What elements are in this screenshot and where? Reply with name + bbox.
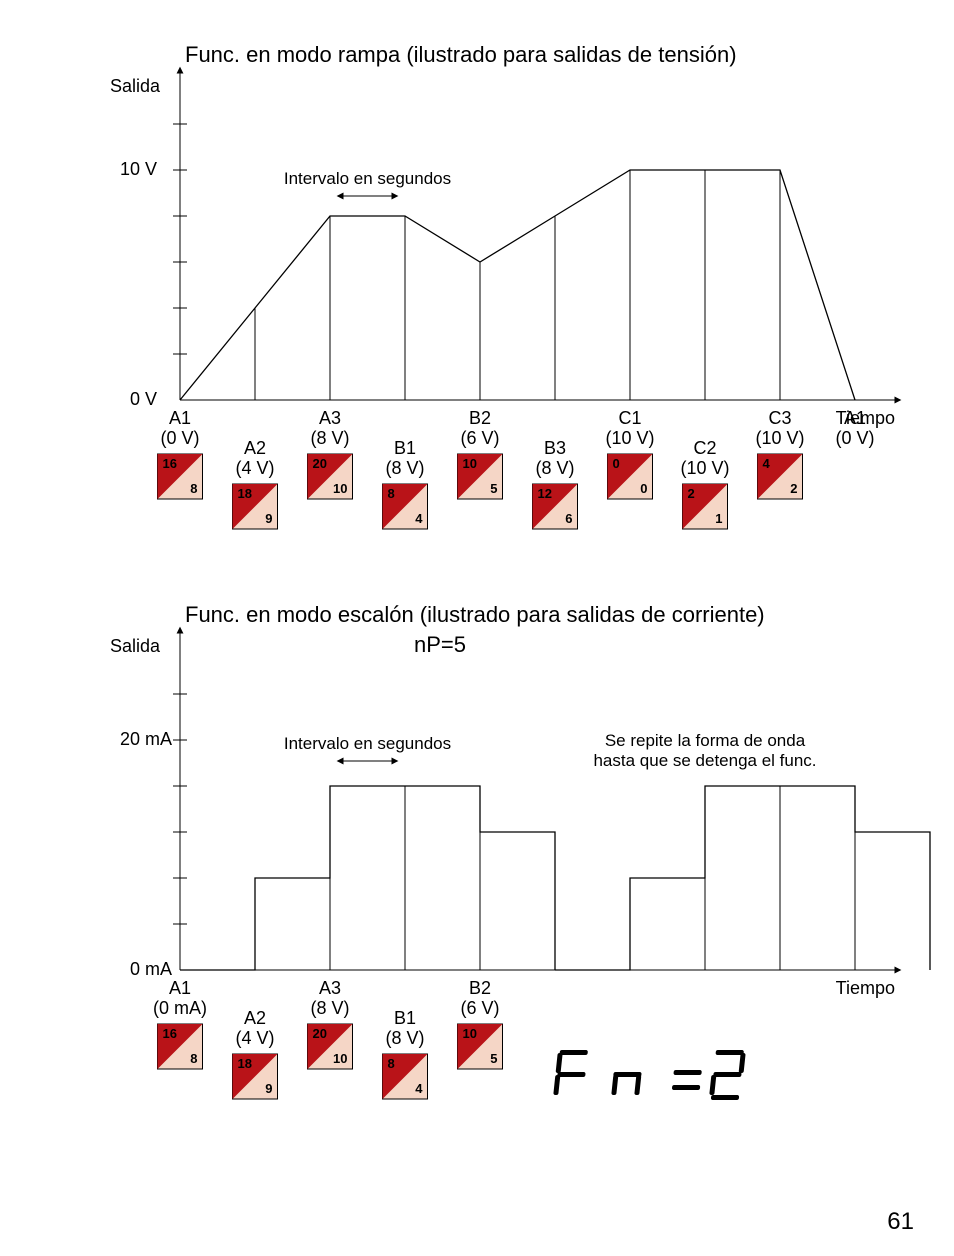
svg-text:20 mA: 20 mA bbox=[120, 729, 172, 749]
svg-text:Se repite la forma de onda: Se repite la forma de onda bbox=[605, 731, 806, 750]
svg-text:18: 18 bbox=[238, 486, 252, 501]
svg-text:A3: A3 bbox=[319, 408, 341, 428]
svg-text:A1: A1 bbox=[169, 978, 191, 998]
value-tile: 2010 bbox=[308, 454, 353, 499]
svg-text:(10 V): (10 V) bbox=[605, 428, 654, 448]
svg-text:(8 V): (8 V) bbox=[535, 458, 574, 478]
svg-text:Salida: Salida bbox=[110, 636, 161, 656]
svg-text:8: 8 bbox=[388, 1056, 395, 1071]
value-tile: 10 5 bbox=[458, 454, 503, 499]
svg-text:18: 18 bbox=[238, 1056, 252, 1071]
svg-text:5: 5 bbox=[490, 1051, 497, 1066]
svg-text:4: 4 bbox=[763, 456, 771, 471]
svg-text:10: 10 bbox=[333, 1051, 347, 1066]
svg-text:5: 5 bbox=[490, 481, 497, 496]
svg-text:B3: B3 bbox=[544, 438, 566, 458]
svg-text:(10 V): (10 V) bbox=[680, 458, 729, 478]
ramp-title: Func. en modo rampa (ilustrado para sali… bbox=[185, 42, 737, 67]
svg-text:B1: B1 bbox=[394, 1008, 416, 1028]
value-tile: 84 bbox=[383, 1054, 428, 1099]
value-tile: 84 bbox=[383, 484, 428, 529]
svg-text:20: 20 bbox=[313, 1026, 327, 1041]
value-tile: 21 bbox=[683, 484, 728, 529]
svg-text:8: 8 bbox=[190, 1051, 197, 1066]
value-tile: 18 9 bbox=[233, 1054, 278, 1099]
svg-text:0: 0 bbox=[640, 481, 647, 496]
svg-text:(8 V): (8 V) bbox=[385, 458, 424, 478]
svg-text:A2: A2 bbox=[244, 1008, 266, 1028]
value-tile: 2010 bbox=[308, 1024, 353, 1069]
svg-text:B2: B2 bbox=[469, 408, 491, 428]
svg-text:B1: B1 bbox=[394, 438, 416, 458]
svg-text:A3: A3 bbox=[319, 978, 341, 998]
digital-display bbox=[553, 1050, 746, 1100]
svg-text:10: 10 bbox=[463, 1026, 477, 1041]
svg-text:20: 20 bbox=[313, 456, 327, 471]
value-tile: 16 8 bbox=[158, 1024, 203, 1069]
svg-text:(0 V): (0 V) bbox=[835, 428, 874, 448]
svg-text:9: 9 bbox=[265, 511, 272, 526]
svg-text:10 V: 10 V bbox=[120, 159, 157, 179]
step-subtitle: nP=5 bbox=[414, 632, 466, 657]
svg-text:8: 8 bbox=[388, 486, 395, 501]
svg-text:16: 16 bbox=[163, 1026, 177, 1041]
svg-text:10: 10 bbox=[333, 481, 347, 496]
svg-text:0 V: 0 V bbox=[130, 389, 157, 409]
svg-text:B2: B2 bbox=[469, 978, 491, 998]
svg-text:(10 V): (10 V) bbox=[755, 428, 804, 448]
svg-text:Tiempo: Tiempo bbox=[836, 978, 895, 998]
svg-text:(4 V): (4 V) bbox=[235, 458, 274, 478]
svg-text:8: 8 bbox=[190, 481, 197, 496]
step-chart: Func. en modo escalón (ilustrado para sa… bbox=[0, 570, 954, 1210]
svg-text:C3: C3 bbox=[768, 408, 791, 428]
svg-text:C1: C1 bbox=[618, 408, 641, 428]
svg-text:Intervalo en segundos: Intervalo en segundos bbox=[284, 169, 451, 188]
svg-text:C2: C2 bbox=[693, 438, 716, 458]
svg-text:16: 16 bbox=[163, 456, 177, 471]
svg-text:6: 6 bbox=[565, 511, 572, 526]
value-tile: 12 6 bbox=[533, 484, 578, 529]
svg-text:Intervalo en segundos: Intervalo en segundos bbox=[284, 734, 451, 753]
svg-text:(6 V): (6 V) bbox=[460, 998, 499, 1018]
value-tile: 16 8 bbox=[158, 454, 203, 499]
svg-text:(6 V): (6 V) bbox=[460, 428, 499, 448]
svg-text:(0 mA): (0 mA) bbox=[153, 998, 207, 1018]
svg-text:9: 9 bbox=[265, 1081, 272, 1096]
svg-text:10: 10 bbox=[463, 456, 477, 471]
step-title: Func. en modo escalón (ilustrado para sa… bbox=[185, 602, 765, 627]
svg-text:A1: A1 bbox=[844, 408, 866, 428]
svg-text:A2: A2 bbox=[244, 438, 266, 458]
ramp-line bbox=[180, 170, 855, 400]
svg-text:1: 1 bbox=[715, 511, 722, 526]
value-tile: 10 5 bbox=[458, 1024, 503, 1069]
svg-text:4: 4 bbox=[415, 1081, 423, 1096]
svg-text:0: 0 bbox=[613, 456, 620, 471]
value-tile: 18 9 bbox=[233, 484, 278, 529]
svg-text:(8 V): (8 V) bbox=[385, 1028, 424, 1048]
svg-text:(8 V): (8 V) bbox=[310, 998, 349, 1018]
svg-text:Salida: Salida bbox=[110, 76, 161, 96]
svg-text:hasta que se detenga el func.: hasta que se detenga el func. bbox=[593, 751, 816, 770]
svg-text:12: 12 bbox=[538, 486, 552, 501]
svg-text:2: 2 bbox=[688, 486, 695, 501]
svg-text:A1: A1 bbox=[169, 408, 191, 428]
svg-text:(4 V): (4 V) bbox=[235, 1028, 274, 1048]
svg-text:(0 V): (0 V) bbox=[160, 428, 199, 448]
svg-text:2: 2 bbox=[790, 481, 797, 496]
page-number: 61 bbox=[887, 1208, 914, 1236]
ramp-chart: Func. en modo rampa (ilustrado para sali… bbox=[0, 0, 954, 560]
svg-text:4: 4 bbox=[415, 511, 423, 526]
value-tile: 00 bbox=[608, 454, 653, 499]
value-tile: 42 bbox=[758, 454, 803, 499]
svg-text:0 mA: 0 mA bbox=[130, 959, 172, 979]
svg-text:(8 V): (8 V) bbox=[310, 428, 349, 448]
